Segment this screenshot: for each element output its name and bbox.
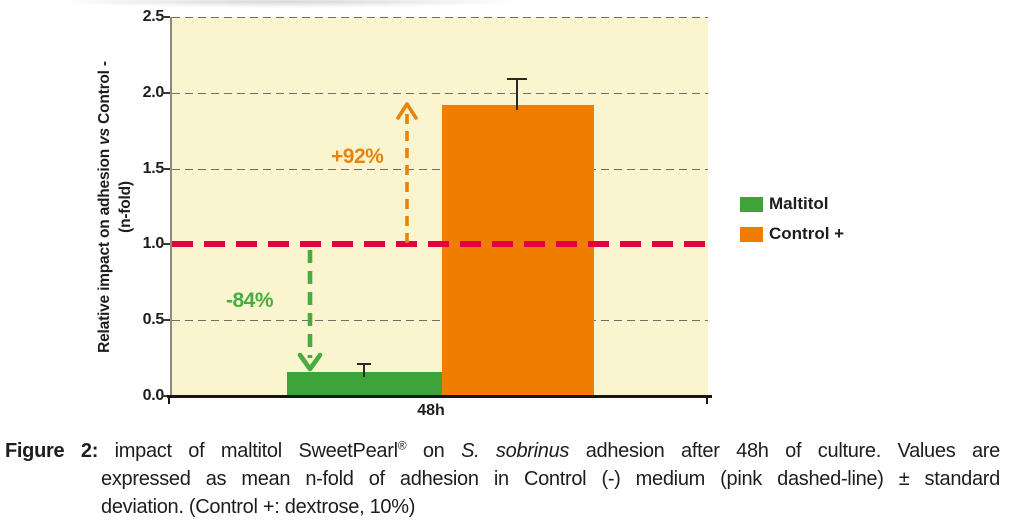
error-bar-control-plus — [507, 77, 527, 110]
caption-species-name: S. sobrinus — [461, 440, 570, 462]
error-cap — [357, 362, 371, 365]
y-tickmark — [162, 319, 170, 321]
legend-label-maltitol: Maltitol — [769, 194, 829, 213]
gridline-0-5 — [172, 320, 708, 321]
y-tick-1-0: 1.0 — [142, 235, 165, 252]
y-tick-2-0: 2.0 — [142, 84, 165, 101]
y-axis-title-units: (n-fold) — [117, 181, 134, 233]
y-axis-title-vs: vs — [96, 128, 113, 145]
x-tick-label-48h: 48h — [417, 402, 445, 419]
control-baseline-dashed-line — [172, 241, 708, 248]
annotation-minus-84: -84% — [226, 289, 274, 312]
y-tickmark — [162, 16, 170, 18]
y-tickmark — [162, 395, 170, 397]
caption-line-1: Figure 2: impact of maltitol SweetPearl®… — [5, 438, 1000, 462]
y-tick-0-5: 0.5 — [142, 311, 165, 328]
y-axis-title: Relative impact on adhesion vs Control -… — [94, 25, 142, 389]
legend-item-maltitol: Maltitol — [740, 194, 844, 213]
increase-arrow-icon — [396, 102, 418, 247]
error-cap — [507, 77, 527, 80]
error-shaft — [516, 79, 518, 110]
y-tickmark — [162, 168, 170, 170]
registered-trademark-symbol: ® — [397, 438, 407, 453]
legend-swatch-control-plus — [740, 226, 763, 242]
y-axis-title-text: Relative impact on adhesion — [96, 144, 113, 353]
y-tickmark — [162, 243, 170, 245]
gridline-2-0 — [172, 93, 708, 94]
legend-swatch-maltitol — [740, 196, 763, 212]
error-bar-maltitol — [357, 362, 371, 377]
legend-item-control-plus: Control + — [740, 224, 845, 243]
x-axis-left-tick — [168, 395, 170, 404]
y-tickmark — [162, 92, 170, 94]
decrease-arrow-icon — [297, 250, 323, 372]
bar-control-plus — [442, 104, 594, 396]
caption-line-2: expressed as mean n-fold of adhesion in … — [101, 468, 1000, 490]
y-tick-0-0: 0.0 — [142, 387, 165, 404]
annotation-plus-92: +92% — [331, 145, 384, 168]
y-tick-1-5: 1.5 — [142, 160, 165, 177]
y-tick-2-5: 2.5 — [142, 8, 165, 25]
gridline-2-5 — [172, 17, 708, 18]
caption-line-3: deviation. (Control +: dextrose, 10%) — [101, 496, 416, 518]
plot-area — [170, 17, 708, 396]
legend: Maltitol Control + — [740, 194, 845, 256]
figure-caption: Figure 2: impact of maltitol SweetPearl®… — [5, 437, 1000, 521]
y-axis-title-text2: Control - — [96, 61, 113, 129]
caption-prefix: Figure 2: — [5, 440, 99, 462]
legend-label-control-plus: Control + — [769, 224, 845, 243]
x-axis-line — [167, 395, 712, 398]
gridline-1-5 — [172, 169, 708, 170]
error-shaft — [363, 364, 365, 377]
x-axis-right-tick — [706, 395, 708, 404]
